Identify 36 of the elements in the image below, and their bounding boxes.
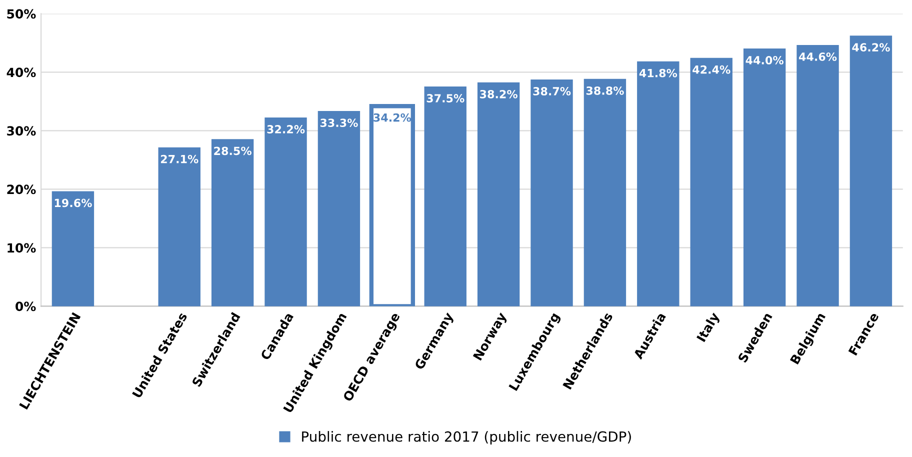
bar: [52, 191, 94, 306]
data-label: 28.5%: [214, 146, 252, 156]
bar: [690, 58, 732, 306]
data-label: 27.1%: [160, 154, 198, 164]
bar: [424, 86, 466, 306]
y-tick-label: 30%: [7, 126, 36, 136]
data-label: 38.8%: [586, 86, 624, 95]
bar: [743, 48, 786, 306]
bar: [530, 79, 573, 306]
bar: [211, 139, 254, 306]
data-label: 41.8%: [639, 68, 678, 78]
data-label: 19.6%: [54, 198, 92, 208]
data-label: 38.2%: [480, 90, 518, 98]
data-label: 46.2%: [852, 43, 890, 52]
legend-label: Public revenue ratio 2017 (public revenue/GDP): [302, 431, 631, 444]
data-label: 38.7%: [533, 87, 571, 96]
data-label: 37.5%: [426, 94, 464, 102]
bar: [264, 117, 307, 306]
data-label: 44.0%: [746, 56, 784, 64]
bar: [584, 78, 626, 306]
y-tick-label: 20%: [7, 184, 36, 194]
bar: [318, 111, 360, 306]
bar: [158, 147, 200, 306]
data-label: 33.3%: [320, 118, 358, 128]
y-tick-label: 40%: [6, 68, 36, 78]
data-label: 34.2%: [374, 113, 412, 122]
bar: [850, 36, 892, 306]
data-label: 44.6%: [798, 52, 837, 61]
y-tick-label: 0%: [16, 302, 36, 312]
bar: [477, 82, 520, 306]
y-tick-label: 50%: [7, 9, 36, 19]
y-tick-label: 10%: [8, 243, 36, 253]
data-label: 32.2%: [267, 125, 305, 134]
bar: [796, 44, 839, 306]
bar: [637, 61, 680, 306]
data-label: 42.4%: [692, 65, 730, 74]
